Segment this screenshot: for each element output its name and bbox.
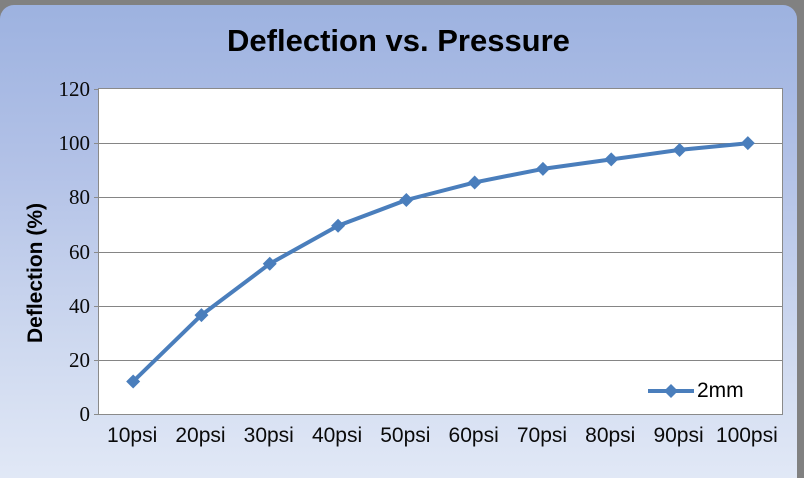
y-tick-label: 60 bbox=[69, 239, 90, 264]
x-category-label: 20psi bbox=[175, 424, 226, 447]
x-category-label: 90psi bbox=[653, 424, 704, 447]
legend-series-marker-icon bbox=[648, 384, 694, 398]
chart-title: Deflection vs. Pressure bbox=[227, 23, 570, 58]
data-point-marker bbox=[399, 193, 414, 208]
plot-area bbox=[98, 88, 783, 415]
x-category-label: 50psi bbox=[380, 424, 431, 447]
data-point-marker bbox=[467, 175, 482, 190]
data-point-marker bbox=[740, 136, 755, 151]
y-axis-tick bbox=[94, 414, 99, 415]
y-tick-label: 40 bbox=[69, 293, 90, 318]
x-category-label: 80psi bbox=[585, 424, 636, 447]
y-axis-tick bbox=[94, 359, 99, 361]
legend-series-label: 2mm bbox=[697, 379, 744, 402]
data-point-marker bbox=[194, 308, 209, 323]
y-tick-label: 20 bbox=[69, 347, 90, 372]
y-axis-tick bbox=[94, 251, 99, 253]
data-point-marker bbox=[331, 218, 346, 233]
data-point-marker bbox=[262, 256, 277, 271]
legend: 2mm bbox=[648, 379, 744, 403]
x-category-label: 60psi bbox=[448, 424, 499, 447]
series-plot-svg bbox=[99, 136, 782, 389]
y-axis-title: Deflection (%) bbox=[24, 202, 47, 344]
series-line bbox=[131, 141, 749, 383]
data-point-marker bbox=[604, 152, 619, 167]
y-axis-tick bbox=[94, 89, 99, 90]
y-tick-label: 0 bbox=[79, 402, 91, 426]
y-axis-tick bbox=[94, 197, 99, 199]
y-tick-label: 80 bbox=[69, 185, 90, 210]
data-point-marker bbox=[126, 374, 141, 389]
y-tick-label: 100 bbox=[58, 131, 91, 156]
chart-background: Deflection vs. Pressure Deflection (%) 0… bbox=[0, 5, 797, 478]
x-category-label: 100psi bbox=[715, 424, 778, 447]
x-category-label: 10psi bbox=[107, 424, 158, 447]
x-category-label: 70psi bbox=[516, 424, 568, 447]
y-axis-tick bbox=[94, 305, 99, 307]
data-point-marker bbox=[535, 161, 550, 176]
y-axis-tick bbox=[94, 143, 99, 145]
x-category-label: 30psi bbox=[243, 424, 294, 447]
x-category-label: 40psi bbox=[311, 424, 363, 447]
data-point-marker bbox=[672, 142, 687, 157]
y-tick-label: 120 bbox=[58, 77, 91, 101]
